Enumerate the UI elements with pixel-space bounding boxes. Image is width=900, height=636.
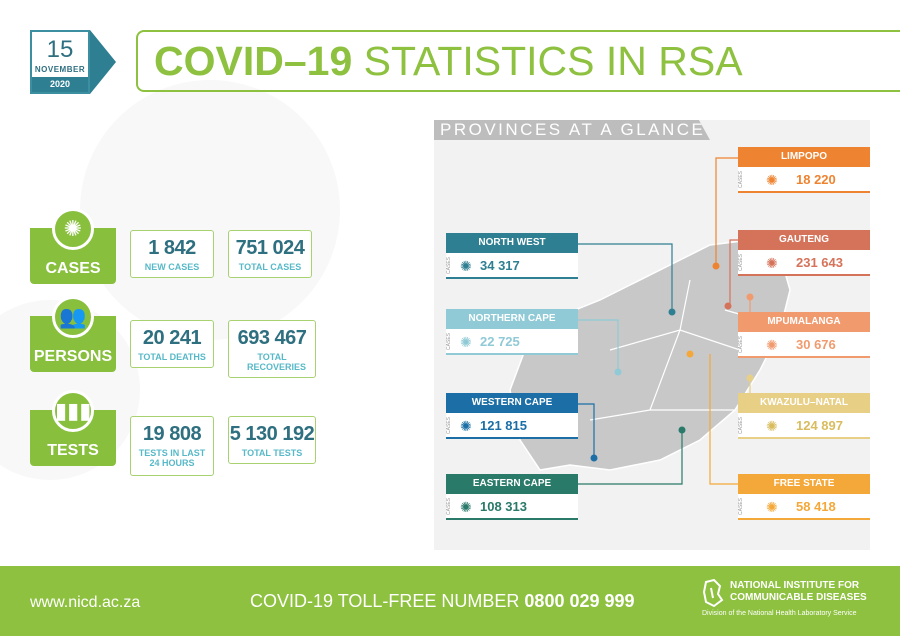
provinces-heading: PROVINCES AT A GLANCE	[434, 120, 710, 140]
total-cases-caption: TOTAL CASES	[238, 262, 302, 272]
cases-label: CASES	[738, 498, 744, 515]
province-name: MPUMALANGA	[738, 312, 870, 332]
virus-icon: ✺	[766, 337, 778, 353]
persons-tag: 👥 PERSONS	[30, 296, 116, 372]
province-value: 58 418	[796, 499, 836, 514]
total-tests-value: 5 130 192	[229, 423, 315, 445]
province-card-mpumalanga: MPUMALANGA CASES ✺ 30 676	[738, 312, 870, 358]
virus-icon: ✺	[460, 418, 472, 434]
tollfree-line: COVID-19 TOLL-FREE NUMBER 0800 029 999	[250, 591, 635, 612]
date-badge: 15 NOVEMBER 2020	[30, 30, 90, 94]
tollfree-number: 0800 029 999	[524, 591, 635, 611]
test-tubes-icon: ▮▮▮	[52, 390, 94, 432]
province-card-north-west: NORTH WEST CASES ✺ 34 317	[446, 233, 578, 279]
province-name: NORTHERN CAPE	[446, 309, 578, 329]
cases-label: CASES	[738, 417, 744, 434]
province-card-limpopo: LIMPOPO CASES ✺ 18 220	[738, 147, 870, 193]
title-bold: COVID–19	[154, 38, 353, 84]
cases-label: CASES	[738, 254, 744, 271]
virus-icon: ✺	[766, 172, 778, 188]
date-arrow-icon	[90, 30, 116, 94]
people-icon: 👥	[52, 296, 94, 338]
tests-24h-value: 19 808	[142, 423, 202, 445]
cases-label: CASES	[738, 171, 744, 188]
tests-24h-card: 19 808 TESTS IN LAST 24 HOURS	[130, 416, 214, 476]
province-value: 22 725	[480, 334, 520, 349]
province-value: 34 317	[480, 258, 520, 273]
cases-label: CASES	[738, 336, 744, 353]
province-value: 121 815	[480, 418, 527, 433]
cases-label: CASES	[45, 260, 101, 277]
footer: www.nicd.ac.za COVID-19 TOLL-FREE NUMBER…	[0, 566, 900, 636]
new-cases-caption: NEW CASES	[144, 262, 200, 272]
page-title: COVID–19 STATISTICS IN RSA	[154, 38, 743, 85]
nicd-name: NATIONAL INSTITUTE FOR COMMUNICABLE DISE…	[730, 580, 867, 604]
total-recoveries-caption: TOTAL RECOVERIES	[247, 352, 307, 372]
total-tests-card: 5 130 192 TOTAL TESTS	[228, 416, 316, 464]
title-frame	[136, 30, 900, 92]
cases-label: CASES	[446, 333, 452, 350]
total-tests-caption: TOTAL TESTS	[241, 448, 303, 458]
virus-icon: ✺	[52, 208, 94, 250]
nicd-logo-icon	[702, 578, 724, 608]
virus-icon: ✺	[766, 255, 778, 271]
cases-label: CASES	[446, 257, 452, 274]
province-value: 231 643	[796, 255, 843, 270]
province-name: LIMPOPO	[738, 147, 870, 167]
nicd-subtitle: Division of the National Health Laborato…	[702, 610, 857, 617]
total-deaths-card: 20 241 TOTAL DEATHS	[130, 320, 214, 368]
tests-label: TESTS	[47, 442, 99, 459]
new-cases-value: 1 842	[148, 237, 196, 259]
province-card-kwazulu-natal: KWAZULU–NATAL CASES ✺ 124 897	[738, 393, 870, 439]
date-year: 2020	[32, 77, 88, 92]
province-name: WESTERN CAPE	[446, 393, 578, 413]
cases-tag: ✺ CASES	[30, 208, 116, 284]
background-virus-decoration	[80, 80, 340, 340]
province-name: FREE STATE	[738, 474, 870, 494]
website-link[interactable]: www.nicd.ac.za	[30, 594, 141, 611]
province-card-free-state: FREE STATE CASES ✺ 58 418	[738, 474, 870, 520]
province-name: GAUTENG	[738, 230, 870, 250]
province-card-eastern-cape: EASTERN CAPE CASES ✺ 108 313	[446, 474, 578, 520]
total-cases-card: 751 024 TOTAL CASES	[228, 230, 312, 278]
province-value: 124 897	[796, 418, 843, 433]
province-value: 108 313	[480, 499, 527, 514]
map-borders	[589, 279, 761, 421]
province-value: 30 676	[796, 337, 836, 352]
cases-label: CASES	[446, 417, 452, 434]
province-card-western-cape: WESTERN CAPE CASES ✺ 121 815	[446, 393, 578, 439]
province-card-northern-cape: NORTHERN CAPE CASES ✺ 22 725	[446, 309, 578, 355]
virus-icon: ✺	[766, 499, 778, 515]
new-cases-card: 1 842 NEW CASES	[130, 230, 214, 278]
date-month: NOVEMBER	[34, 65, 86, 74]
virus-icon: ✺	[766, 418, 778, 434]
cases-label: CASES	[446, 498, 452, 515]
date-day: 15	[46, 36, 74, 63]
virus-icon: ✺	[460, 334, 472, 350]
nicd-name-line2: COMMUNICABLE DISEASES	[730, 592, 867, 603]
tests-tag: ▮▮▮ TESTS	[30, 390, 116, 466]
tests-24h-caption: TESTS IN LAST 24 HOURS	[138, 448, 206, 468]
province-name: EASTERN CAPE	[446, 474, 578, 494]
province-value: 18 220	[796, 172, 836, 187]
province-name: KWAZULU–NATAL	[738, 393, 870, 413]
virus-icon: ✺	[460, 499, 472, 515]
persons-label: PERSONS	[33, 348, 113, 365]
province-card-gauteng: GAUTENG CASES ✺ 231 643	[738, 230, 870, 276]
total-deaths-caption: TOTAL DEATHS	[138, 352, 206, 362]
total-deaths-value: 20 241	[142, 327, 202, 349]
total-recoveries-value: 693 467	[237, 327, 307, 349]
province-name: NORTH WEST	[446, 233, 578, 253]
title-rest: STATISTICS IN RSA	[363, 38, 743, 84]
total-cases-value: 751 024	[235, 237, 305, 259]
virus-icon: ✺	[460, 258, 472, 274]
nicd-name-line1: NATIONAL INSTITUTE FOR	[730, 580, 860, 591]
tollfree-label: COVID-19 TOLL-FREE NUMBER	[250, 591, 520, 611]
total-recoveries-card: 693 467 TOTAL RECOVERIES	[228, 320, 316, 378]
